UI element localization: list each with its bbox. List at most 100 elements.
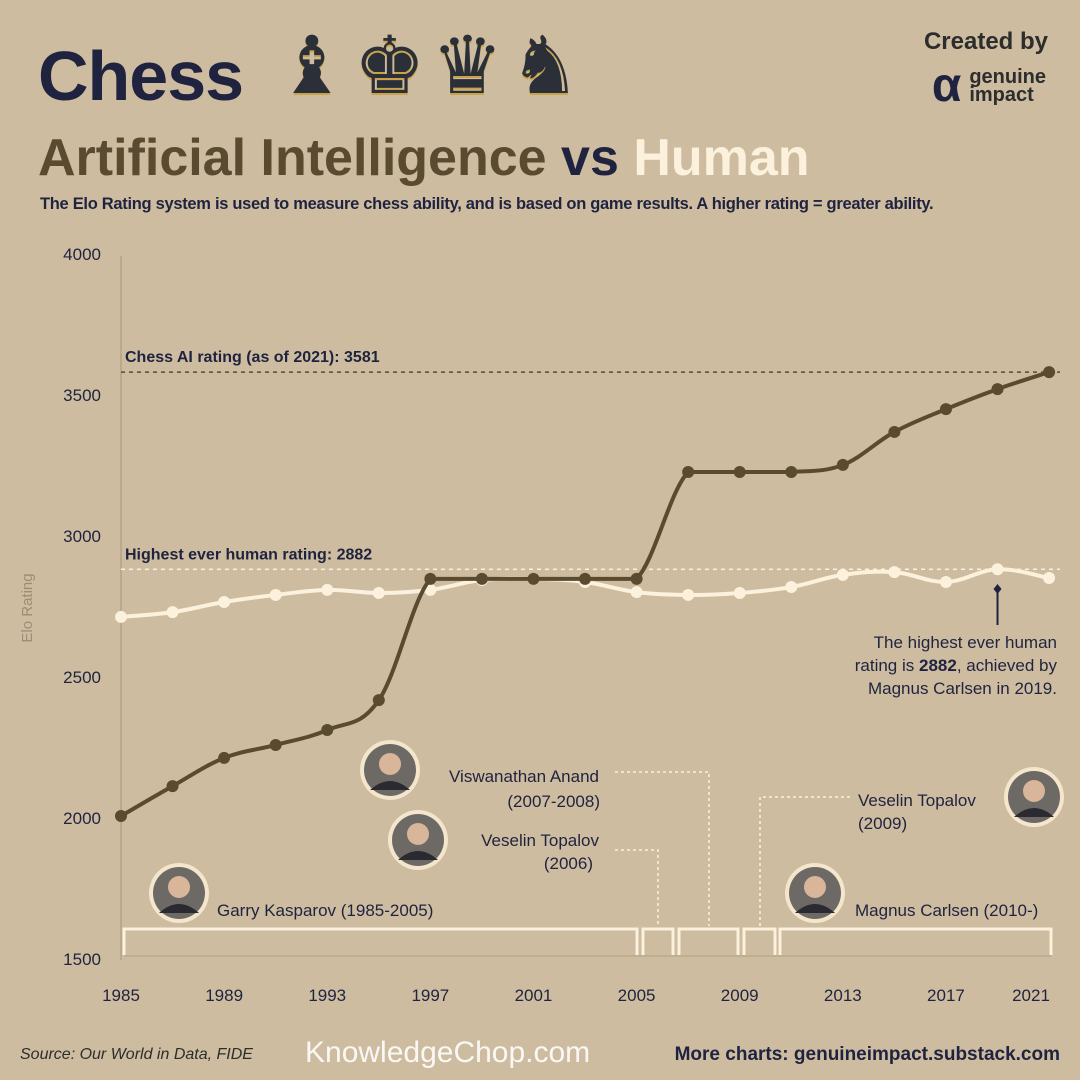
y-tick-label: 3500: [63, 386, 101, 405]
ai-point: [785, 465, 798, 478]
ai-point: [836, 458, 849, 471]
genuine-impact-logo: α genuine impact: [931, 59, 1046, 112]
x-tick-label: 2001: [515, 986, 553, 1005]
reign-bracket: [778, 927, 1053, 955]
annotation-span: , achieved by: [957, 656, 1058, 675]
ai-line: [119, 370, 1050, 818]
annotation-line2: rating is 2882, achieved by: [855, 656, 1058, 675]
human-point: [836, 568, 849, 581]
avatar-face: [379, 753, 401, 775]
avatar-shoulders: [398, 851, 438, 860]
avatar-shoulders: [370, 781, 410, 790]
x-tick-label: 2013: [824, 986, 862, 1005]
champion-years: (2006): [544, 854, 593, 873]
champion-label: Veselin Topalov: [858, 791, 976, 810]
y-tick-label: 3000: [63, 527, 101, 546]
y-tick-label: 2500: [63, 668, 101, 687]
chart-title: Chess: [38, 37, 244, 115]
chess-pieces-icons: ♝ ♚ ♛ ♞: [276, 26, 581, 106]
human-point: [424, 583, 437, 596]
created-by-label: Created by: [923, 28, 1048, 55]
watermark: KnowledgeChop.com: [305, 1036, 591, 1069]
x-tick-label: 2017: [927, 986, 965, 1005]
reign-connector: [615, 849, 659, 926]
ai-point: [939, 403, 952, 416]
reign-connector: [615, 771, 710, 926]
knight-icon: ♞: [509, 21, 581, 110]
x-tick-label: 1985: [102, 986, 140, 1005]
human-point: [166, 606, 179, 619]
human-point: [1043, 572, 1056, 585]
avatar-face: [168, 876, 190, 898]
human-point: [321, 583, 334, 596]
ai-point: [888, 425, 901, 438]
champion-years: (2007-2008): [507, 792, 600, 811]
champion-label: Viswanathan Anand: [449, 767, 599, 786]
reference-label: Chess AI rating (as of 2021): 3581: [125, 349, 380, 366]
avatar-face: [1023, 780, 1045, 802]
champion-label: Magnus Carlsen (2010-): [855, 901, 1038, 920]
reign-bracket: [122, 927, 639, 955]
ai-point: [321, 724, 334, 737]
x-tick-label: 2021: [1012, 986, 1050, 1005]
ai-point: [733, 465, 746, 478]
reign-bracket: [742, 927, 777, 955]
ai-point: [372, 694, 385, 707]
human-point: [991, 563, 1004, 576]
description: The Elo Rating system is used to measure…: [40, 195, 934, 213]
human-point: [269, 588, 282, 601]
ai-point: [527, 572, 540, 585]
ai-point: [579, 572, 592, 585]
queen-icon: ♛: [431, 21, 504, 110]
human-point: [218, 595, 231, 608]
annotation-span: rating is: [855, 656, 919, 675]
human-point: [939, 575, 952, 588]
human-point: [682, 588, 695, 601]
champion-label: Veselin Topalov: [481, 831, 599, 850]
annotation-span: 2882: [919, 656, 957, 675]
x-tick-label: 1993: [308, 986, 346, 1005]
y-tick-label: 2000: [63, 809, 101, 828]
reference-label: Highest ever human rating: 2882: [125, 546, 372, 563]
x-tick-label: 2005: [618, 986, 656, 1005]
avatar-face: [407, 823, 429, 845]
subtitle: Artificial Intelligence vs Human: [38, 128, 810, 188]
reign-bracket: [641, 927, 675, 955]
source-note: Source: Our World in Data, FIDE: [20, 1046, 253, 1063]
y-axis-label: Elo Rating: [19, 573, 36, 642]
ai-point: [1043, 366, 1056, 379]
ai-point: [630, 572, 643, 585]
ai-point: [115, 810, 127, 823]
avatar-shoulders: [159, 904, 199, 913]
king-icon: ♚: [353, 21, 426, 110]
ai-point: [166, 780, 179, 793]
human-point: [115, 610, 127, 623]
reign-connector: [759, 796, 850, 926]
ai-point: [682, 465, 695, 478]
more-charts-link[interactable]: More charts: genuineimpact.substack.com: [674, 1044, 1060, 1065]
subtitle-vs: vs: [561, 129, 619, 187]
human-point: [785, 581, 798, 594]
human-point: [888, 566, 901, 579]
human-point: [733, 586, 746, 599]
reign-bracket: [677, 927, 740, 955]
avatar-shoulders: [795, 904, 835, 913]
annotation-line3: Magnus Carlsen in 2019.: [868, 679, 1057, 698]
y-tick-label: 4000: [63, 245, 101, 264]
ai-point: [424, 572, 437, 585]
logo-line1: genuine: [969, 66, 1046, 88]
subtitle-human: Human: [633, 129, 810, 187]
x-tick-label: 1989: [205, 986, 243, 1005]
subtitle-ai: Artificial Intelligence: [38, 129, 547, 187]
logo-line2: impact: [969, 84, 1034, 106]
logo-text: genuine impact: [969, 66, 1046, 106]
annotation-line1: The highest ever human: [874, 633, 1057, 652]
ai-point: [218, 751, 231, 764]
logo-alpha-icon: α: [931, 59, 962, 112]
ai-point: [991, 383, 1004, 396]
human-point: [372, 586, 385, 599]
champion-label: Garry Kasparov (1985-2005): [217, 901, 433, 920]
bishop-icon: ♝: [276, 21, 348, 110]
annotation-diamond: [993, 584, 1002, 594]
